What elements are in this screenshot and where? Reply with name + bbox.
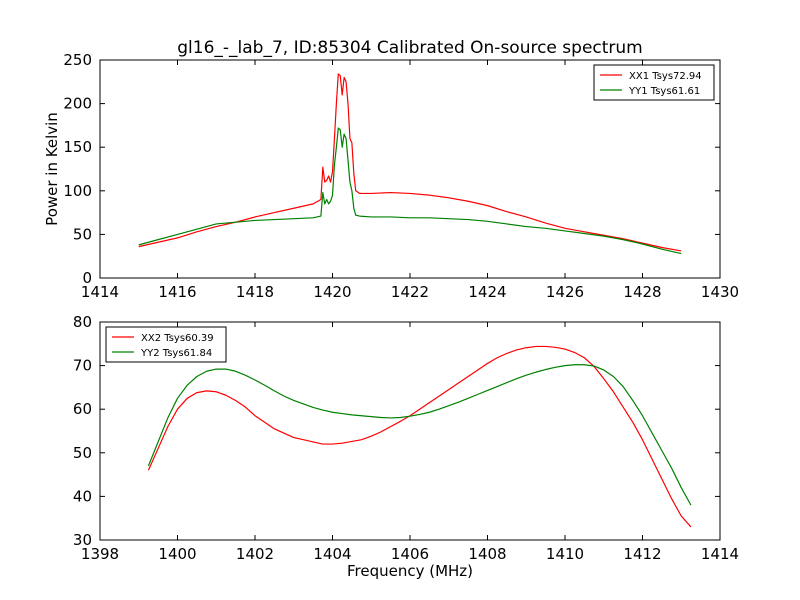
series-line-2 bbox=[138, 127, 682, 255]
y-tick-label: 50 bbox=[73, 444, 92, 462]
y-axis-label: Power in Kelvin bbox=[43, 112, 61, 226]
x-tick-label: 1400 bbox=[158, 545, 196, 563]
legend: XX2 Tsys60.39 YY2 Tsys61.84 bbox=[105, 326, 227, 363]
plot-area-group: 1414 1416 1418 1420 1422 1424 1426 1428 14300501… bbox=[43, 51, 739, 580]
x-tick-label: 1412 bbox=[623, 545, 661, 563]
figure-title: gl16_-_lab_7, ID:85304 Calibrated On-sou… bbox=[177, 38, 643, 58]
x-tick-label: 1402 bbox=[236, 545, 274, 563]
series-line-2 bbox=[147, 364, 692, 506]
x-tick-label: 1416 bbox=[158, 283, 196, 301]
x-tick-label: 1414 bbox=[701, 545, 739, 563]
x-tick-label: 1424 bbox=[468, 283, 506, 301]
legend-label-1: XX1 Tsys72.94 bbox=[629, 71, 702, 82]
y-tick-label: 60 bbox=[73, 400, 92, 418]
y-tick-label: 50 bbox=[73, 225, 92, 243]
x-tick-label: 1404 bbox=[313, 545, 351, 563]
y-tick-label: 100 bbox=[63, 182, 92, 200]
y-tick-label: 0 bbox=[82, 269, 92, 287]
x-tick-label: 1410 bbox=[546, 545, 584, 563]
x-tick-label: 1428 bbox=[623, 283, 661, 301]
legend-label-2: YY1 Tsys61.61 bbox=[628, 86, 700, 97]
y-tick-label: 70 bbox=[73, 357, 92, 375]
y-tick-label: 200 bbox=[63, 95, 92, 113]
series-line-1 bbox=[147, 345, 692, 528]
x-tick-label: 1430 bbox=[701, 283, 739, 301]
y-tick-label: 30 bbox=[73, 531, 92, 549]
y-tick-label: 250 bbox=[63, 51, 92, 69]
x-tick-label: 1408 bbox=[468, 545, 506, 563]
plot-2: 1398 1400 1402 1404 1406 1408 1410 1412 1414 30 40… bbox=[73, 313, 739, 580]
x-tick-label: 1422 bbox=[391, 283, 429, 301]
y-tick-label: 40 bbox=[73, 487, 92, 505]
legend-box bbox=[105, 326, 227, 363]
plot-1: 1414 1416 1418 1420 1422 1424 1426 1428 1430 0 50 1… bbox=[43, 51, 739, 301]
x-tick-label: 1406 bbox=[391, 545, 429, 563]
y-tick-label: 150 bbox=[63, 138, 92, 156]
x-axis-label: Frequency (MHz) bbox=[347, 562, 473, 580]
legend-label-1: XX2 Tsys60.39 bbox=[141, 333, 214, 344]
x-tick-label: 1398 bbox=[81, 545, 119, 563]
x-tick-label: 1420 bbox=[313, 283, 351, 301]
legend-box bbox=[593, 64, 715, 101]
x-tick-label: 1418 bbox=[236, 283, 274, 301]
x-tick-label: 1426 bbox=[546, 283, 584, 301]
series-line-1 bbox=[138, 73, 682, 252]
x-tick-label: 1414 bbox=[81, 283, 119, 301]
legend-label-2: YY2 Tsys61.84 bbox=[140, 348, 212, 359]
y-tick-label: 80 bbox=[73, 313, 92, 331]
legend: XX1 Tsys72.94 YY1 Tsys61.61 bbox=[593, 64, 715, 101]
